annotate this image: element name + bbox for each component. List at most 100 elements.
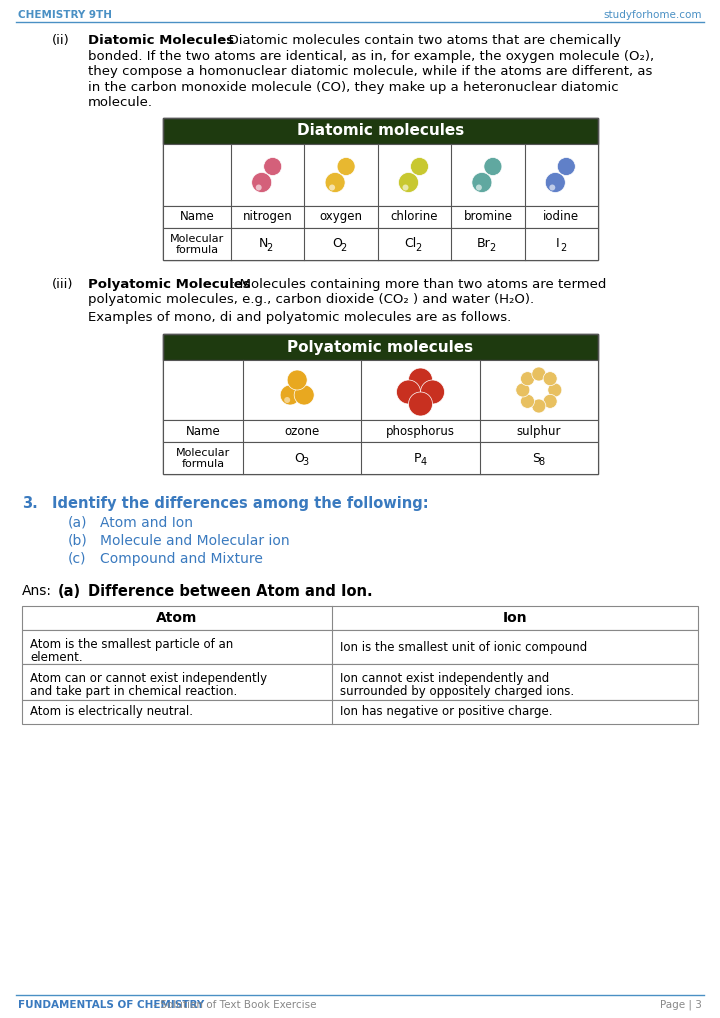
Text: nitrogen: nitrogen bbox=[243, 210, 292, 223]
Text: oxygen: oxygen bbox=[320, 210, 363, 223]
Text: 8: 8 bbox=[539, 457, 545, 467]
Text: and take part in chemical reaction.: and take part in chemical reaction. bbox=[30, 685, 238, 698]
Circle shape bbox=[532, 399, 546, 413]
Circle shape bbox=[543, 394, 557, 408]
Circle shape bbox=[516, 383, 530, 397]
Text: Diatomic molecules: Diatomic molecules bbox=[297, 123, 464, 138]
Text: Molecule and Molecular ion: Molecule and Molecular ion bbox=[100, 534, 289, 548]
Text: P: P bbox=[414, 452, 421, 464]
Bar bbox=[163, 334, 598, 360]
Text: 2: 2 bbox=[415, 242, 422, 252]
Circle shape bbox=[287, 370, 307, 390]
Text: ozone: ozone bbox=[284, 425, 320, 438]
Circle shape bbox=[256, 184, 261, 190]
Bar bbox=[22, 664, 698, 700]
Circle shape bbox=[402, 184, 408, 190]
Text: Ion is the smallest unit of ionic compound: Ion is the smallest unit of ionic compou… bbox=[340, 640, 588, 654]
Circle shape bbox=[532, 367, 546, 381]
Text: FUNDAMENTALS OF CHEMISTRY: FUNDAMENTALS OF CHEMISTRY bbox=[18, 1000, 204, 1010]
Text: Examples of mono, di and polyatomic molecules are as follows.: Examples of mono, di and polyatomic mole… bbox=[88, 310, 511, 324]
Text: surrounded by oppositely charged ions.: surrounded by oppositely charged ions. bbox=[340, 685, 574, 698]
Circle shape bbox=[264, 158, 282, 175]
Text: 2: 2 bbox=[340, 242, 346, 252]
Text: Ion cannot exist independently and: Ion cannot exist independently and bbox=[340, 672, 549, 685]
Circle shape bbox=[557, 158, 575, 175]
Circle shape bbox=[280, 385, 300, 405]
Circle shape bbox=[521, 394, 534, 408]
Text: polyatomic molecules, e.g., carbon dioxide (CO₂ ) and water (H₂O).: polyatomic molecules, e.g., carbon dioxi… bbox=[88, 293, 534, 306]
Text: formula: formula bbox=[181, 459, 225, 469]
Text: S: S bbox=[532, 452, 540, 464]
Text: Molecular: Molecular bbox=[176, 448, 230, 458]
Circle shape bbox=[284, 397, 290, 403]
Text: Identify the differences among the following:: Identify the differences among the follo… bbox=[52, 496, 428, 511]
Text: I: I bbox=[556, 237, 559, 250]
Text: chlorine: chlorine bbox=[391, 210, 438, 223]
Text: (b): (b) bbox=[68, 534, 88, 548]
Text: : Diatomic molecules contain two atoms that are chemically: : Diatomic molecules contain two atoms t… bbox=[220, 34, 621, 47]
Text: Ion has negative or positive charge.: Ion has negative or positive charge. bbox=[340, 705, 552, 719]
Circle shape bbox=[484, 158, 502, 175]
Text: O: O bbox=[332, 237, 342, 250]
Bar bbox=[22, 700, 698, 724]
Circle shape bbox=[337, 158, 355, 175]
Circle shape bbox=[543, 372, 557, 386]
Text: element.: element. bbox=[30, 651, 83, 664]
Text: : Molecules containing more than two atoms are termed: : Molecules containing more than two ato… bbox=[231, 278, 606, 290]
Text: N: N bbox=[259, 237, 269, 250]
Text: iodine: iodine bbox=[543, 210, 580, 223]
Text: studyforhome.com: studyforhome.com bbox=[603, 10, 702, 20]
Circle shape bbox=[548, 383, 562, 397]
Text: (c): (c) bbox=[68, 552, 86, 566]
Bar bbox=[163, 117, 598, 144]
Text: Ion: Ion bbox=[503, 611, 527, 625]
Text: Atom is electrically neutral.: Atom is electrically neutral. bbox=[30, 705, 193, 719]
Text: in the carbon monoxide molecule (CO), they make up a heteronuclear diatomic: in the carbon monoxide molecule (CO), th… bbox=[88, 80, 618, 94]
Text: CHEMISTRY 9TH: CHEMISTRY 9TH bbox=[18, 10, 112, 20]
Text: Page | 3: Page | 3 bbox=[660, 1000, 702, 1011]
Text: 4: 4 bbox=[420, 457, 426, 467]
Text: bromine: bromine bbox=[464, 210, 513, 223]
Text: Atom: Atom bbox=[156, 611, 198, 625]
Circle shape bbox=[252, 172, 271, 192]
Bar bbox=[163, 227, 598, 260]
Circle shape bbox=[410, 158, 428, 175]
Text: sulphur: sulphur bbox=[516, 425, 561, 438]
Bar bbox=[163, 420, 598, 442]
Circle shape bbox=[397, 380, 420, 404]
Circle shape bbox=[545, 172, 565, 192]
Text: 3: 3 bbox=[302, 457, 308, 467]
Circle shape bbox=[476, 184, 482, 190]
Text: Polyatomic molecules: Polyatomic molecules bbox=[287, 339, 474, 354]
Text: Molecular: Molecular bbox=[170, 233, 224, 243]
Text: Polyatomic Molecules: Polyatomic Molecules bbox=[88, 278, 251, 290]
Text: bonded. If the two atoms are identical, as in, for example, the oxygen molecule : bonded. If the two atoms are identical, … bbox=[88, 50, 654, 62]
Text: 2: 2 bbox=[489, 242, 495, 252]
Text: they compose a homonuclear diatomic molecule, while if the atoms are different, : they compose a homonuclear diatomic mole… bbox=[88, 65, 652, 78]
Text: O: O bbox=[294, 452, 304, 464]
Circle shape bbox=[325, 172, 345, 192]
Text: molecule.: molecule. bbox=[88, 96, 153, 109]
Bar bbox=[22, 630, 698, 664]
Circle shape bbox=[294, 385, 314, 405]
Text: 2: 2 bbox=[266, 242, 273, 252]
Text: 3.: 3. bbox=[22, 496, 37, 511]
Circle shape bbox=[408, 392, 433, 416]
Circle shape bbox=[398, 172, 418, 192]
Text: formula: formula bbox=[176, 244, 219, 254]
Text: Name: Name bbox=[179, 210, 215, 223]
Text: Name: Name bbox=[186, 425, 220, 438]
Text: Cl: Cl bbox=[405, 237, 417, 250]
Circle shape bbox=[472, 172, 492, 192]
Text: Atom and Ion: Atom and Ion bbox=[100, 516, 193, 530]
Text: (a): (a) bbox=[58, 584, 81, 599]
Text: Difference between Atom and Ion.: Difference between Atom and Ion. bbox=[88, 584, 373, 599]
Text: Atom is the smallest particle of an: Atom is the smallest particle of an bbox=[30, 638, 233, 651]
Circle shape bbox=[329, 184, 335, 190]
Bar bbox=[163, 334, 598, 474]
Text: Atom can or cannot exist independently: Atom can or cannot exist independently bbox=[30, 672, 267, 685]
Text: Br: Br bbox=[477, 237, 491, 250]
Text: 2: 2 bbox=[560, 242, 567, 252]
Text: (a): (a) bbox=[68, 516, 88, 530]
Text: Compound and Mixture: Compound and Mixture bbox=[100, 552, 263, 566]
